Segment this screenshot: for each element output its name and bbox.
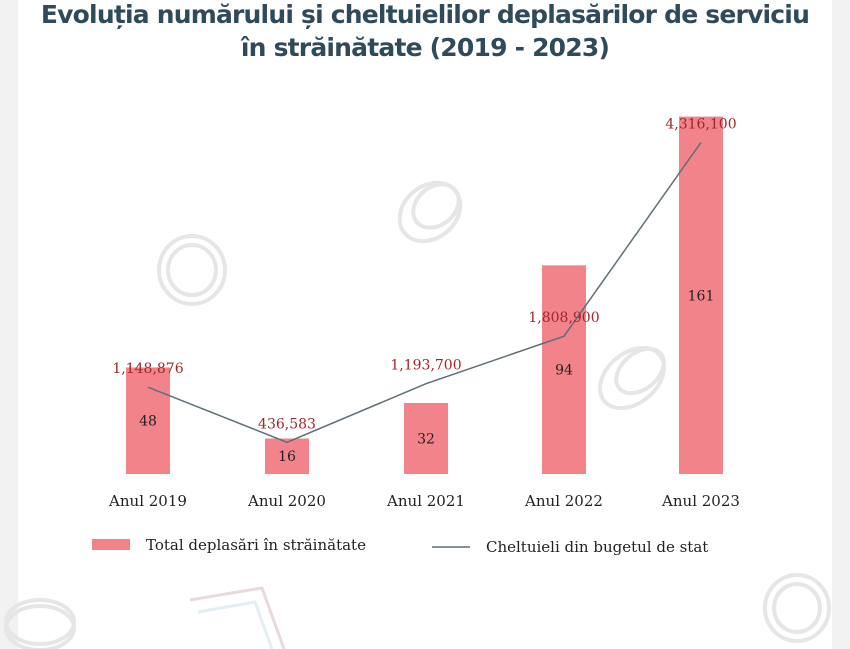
bar-value-label: 94 bbox=[555, 363, 573, 379]
coin-icon bbox=[397, 180, 463, 244]
coin-icon bbox=[157, 234, 227, 306]
bar-1 bbox=[126, 367, 170, 474]
chart-title-line-2: în străinătate (2019 - 2023) bbox=[240, 33, 610, 62]
bar-4 bbox=[542, 265, 586, 474]
bar-3 bbox=[404, 402, 448, 474]
bar-value-label: 16 bbox=[278, 449, 296, 465]
bar-value-label: 48 bbox=[139, 414, 157, 430]
x-tick-label: Anul 2021 bbox=[386, 492, 465, 510]
background-coins bbox=[4, 180, 831, 649]
bar-5 bbox=[679, 116, 723, 474]
cost-value-label: 1,808,900 bbox=[528, 310, 599, 326]
cost-value-label: 1,193,700 bbox=[390, 358, 461, 374]
coin-icon bbox=[4, 598, 76, 649]
cost-line bbox=[147, 141, 702, 444]
bar-value-label: 32 bbox=[417, 431, 435, 447]
legend-swatch-trips bbox=[92, 539, 130, 550]
notebook-icon bbox=[189, 586, 286, 649]
coin-icon bbox=[598, 345, 666, 411]
coin-icon bbox=[763, 573, 831, 643]
x-tick-label: Anul 2020 bbox=[247, 492, 326, 510]
x-tick-label: Anul 2019 bbox=[108, 492, 187, 510]
x-tick-label: Anul 2023 bbox=[661, 492, 740, 510]
bar-2 bbox=[265, 438, 309, 474]
legend: Total deplasări în străinătate Cheltuiel… bbox=[92, 536, 708, 556]
legend-label-trips: Total deplasări în străinătate bbox=[146, 536, 366, 554]
bar-value-label: 161 bbox=[688, 288, 715, 304]
chart-title-line-1: Evoluția numărului și cheltuielilor depl… bbox=[40, 0, 810, 29]
cost-value-label: 4,316,100 bbox=[665, 116, 736, 132]
x-tick-label: Anul 2022 bbox=[524, 492, 603, 510]
cost-value-label: 1,148,876 bbox=[112, 361, 183, 377]
legend-label-costs: Cheltuieli din bugetul de stat bbox=[486, 538, 708, 556]
cost-value-label: 436,583 bbox=[258, 416, 316, 432]
